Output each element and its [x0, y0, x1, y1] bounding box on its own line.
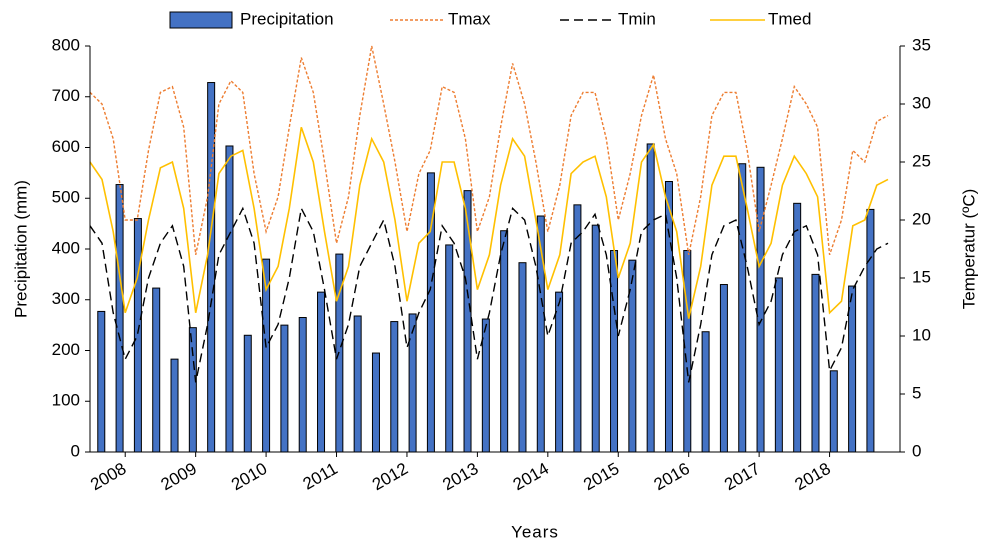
y-tick-label: 500 [52, 188, 80, 207]
bar [591, 224, 600, 453]
y-tick-label: 400 [52, 238, 80, 257]
bar [243, 334, 252, 453]
x-axis-title: Years [511, 522, 559, 541]
bar [188, 327, 197, 453]
y-tick-label: 700 [52, 86, 80, 105]
bar [738, 163, 747, 453]
y-tick-label: 300 [52, 289, 80, 308]
y-tick-label: 0 [71, 441, 80, 460]
x-tick-label: 2017 [721, 459, 763, 494]
x-tick-label: 2014 [510, 459, 552, 494]
bar [683, 250, 692, 453]
bar [500, 230, 509, 453]
y2-tick-label: 15 [912, 267, 931, 286]
bar [756, 166, 765, 453]
bar [97, 310, 106, 453]
bar [445, 244, 454, 453]
y2-tick-label: 35 [912, 35, 931, 54]
bar [811, 273, 820, 453]
bar [719, 284, 728, 453]
bar [829, 370, 838, 453]
y-tick-label: 200 [52, 340, 80, 359]
bar [371, 352, 380, 453]
bar [152, 287, 161, 453]
y-tick-label: 600 [52, 137, 80, 156]
y2-tick-label: 30 [912, 93, 931, 112]
y2-axis-title: Temperatur (ºC) [959, 189, 978, 310]
bar [353, 315, 362, 453]
bar [408, 313, 417, 453]
y-tick-label: 100 [52, 391, 80, 410]
x-tick-label: 2016 [651, 459, 693, 494]
y2-tick-label: 20 [912, 209, 931, 228]
bar [848, 285, 857, 453]
legend-label: Tmin [618, 9, 656, 28]
x-tick-label: 2011 [300, 459, 341, 494]
y2-tick-label: 0 [912, 441, 921, 460]
line-series [89, 45, 889, 256]
bar [225, 145, 234, 453]
legend-swatch [169, 11, 233, 29]
bar [866, 208, 875, 453]
bar [390, 321, 399, 453]
bar [133, 218, 142, 453]
bar [701, 331, 710, 453]
bar [481, 318, 490, 453]
bar [555, 291, 564, 453]
bar [317, 291, 326, 453]
y-tick-label: 800 [52, 35, 80, 54]
x-tick-label: 2008 [87, 459, 129, 494]
x-tick-label: 2009 [158, 459, 200, 494]
legend-label: Tmed [768, 9, 811, 28]
bar [646, 143, 655, 453]
bar [518, 262, 527, 453]
bar [115, 184, 124, 453]
x-tick-label: 2018 [792, 459, 834, 494]
y2-tick-label: 10 [912, 325, 931, 344]
bar [463, 190, 472, 453]
legend-label: Precipitation [240, 9, 334, 28]
bar [298, 317, 307, 453]
x-tick-label: 2013 [439, 459, 481, 494]
y-axis-title: Precipitation (mm) [11, 180, 30, 318]
line-series [89, 206, 889, 383]
bar [207, 82, 216, 453]
x-tick-label: 2012 [369, 459, 411, 494]
bar [280, 324, 289, 453]
bar [573, 204, 582, 453]
x-tick-label: 2010 [228, 459, 270, 494]
bar [170, 358, 179, 453]
bar [793, 202, 802, 453]
y2-tick-label: 25 [912, 151, 931, 170]
line-series [89, 126, 889, 319]
x-tick-label: 2015 [580, 459, 622, 494]
bar [774, 277, 783, 453]
legend-label: Tmax [448, 9, 491, 28]
bar [610, 250, 619, 453]
y2-tick-label: 5 [912, 383, 921, 402]
